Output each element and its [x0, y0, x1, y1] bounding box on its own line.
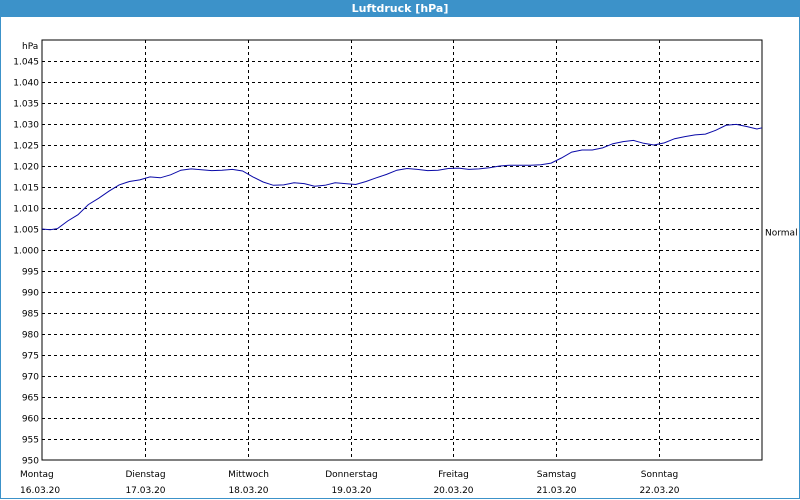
y-tick-label: 970	[22, 373, 39, 383]
x-tick-date-label: 22.03.20	[639, 486, 679, 496]
y-tick-label: 1.005	[13, 226, 39, 236]
y-tick-label: 965	[22, 394, 39, 404]
series-layer	[41, 123, 763, 231]
y-tick-label: 1.040	[13, 79, 39, 89]
x-tick-date-label: 18.03.20	[228, 486, 268, 496]
x-tick-date-label: 19.03.20	[331, 486, 371, 496]
y-tick-label: 995	[22, 268, 39, 278]
x-tick-date-label: 16.03.20	[20, 486, 60, 496]
x-tick-day-label: Sonntag	[641, 470, 678, 480]
window-title: Luftdruck [hPa]	[0, 0, 800, 17]
y-axis-label: hPa	[22, 42, 38, 52]
y-tick-label: 955	[22, 436, 39, 446]
x-tick-day-label: Mittwoch	[228, 470, 269, 480]
y-tick-label: 950	[22, 457, 39, 467]
reference-label: Normal	[765, 228, 798, 238]
y-tick-label: 1.020	[13, 163, 39, 173]
x-tick-day-label: Montag	[20, 470, 54, 480]
y-tick-label: 1.015	[13, 184, 39, 194]
x-tick-day-label: Donnerstag	[325, 470, 378, 480]
y-tick-label: 990	[22, 289, 39, 299]
y-tick-label: 1.010	[13, 205, 39, 215]
x-tick-date-label: 21.03.20	[536, 486, 576, 496]
y-tick-label: 1.045	[13, 58, 39, 68]
x-tick-day-label: Samstag	[537, 470, 576, 480]
x-tick-day-label: Freitag	[438, 470, 469, 480]
chart-grid	[41, 39, 763, 461]
y-axis: 950 955 960 965 970 975 980 985 990 995 1.000 1.005…	[13, 58, 39, 467]
x-axis: Montag 16.03.20 Dienstag 17.03.20 Mittwoch 18…	[20, 470, 680, 496]
y-tick-label: 1.000	[13, 247, 39, 257]
series-line	[41, 123, 763, 231]
y-tick-label: 980	[22, 331, 39, 341]
y-tick-label: 960	[22, 415, 39, 425]
y-tick-label: 1.030	[13, 121, 39, 131]
x-tick-date-label: 17.03.20	[125, 486, 165, 496]
y-tick-label: 975	[22, 352, 39, 362]
x-tick-day-label: Dienstag	[125, 470, 165, 480]
y-tick-label: 985	[22, 310, 39, 320]
x-tick-date-label: 20.03.20	[433, 486, 473, 496]
y-tick-label: 1.025	[13, 142, 39, 152]
y-tick-label: 1.035	[13, 100, 39, 110]
